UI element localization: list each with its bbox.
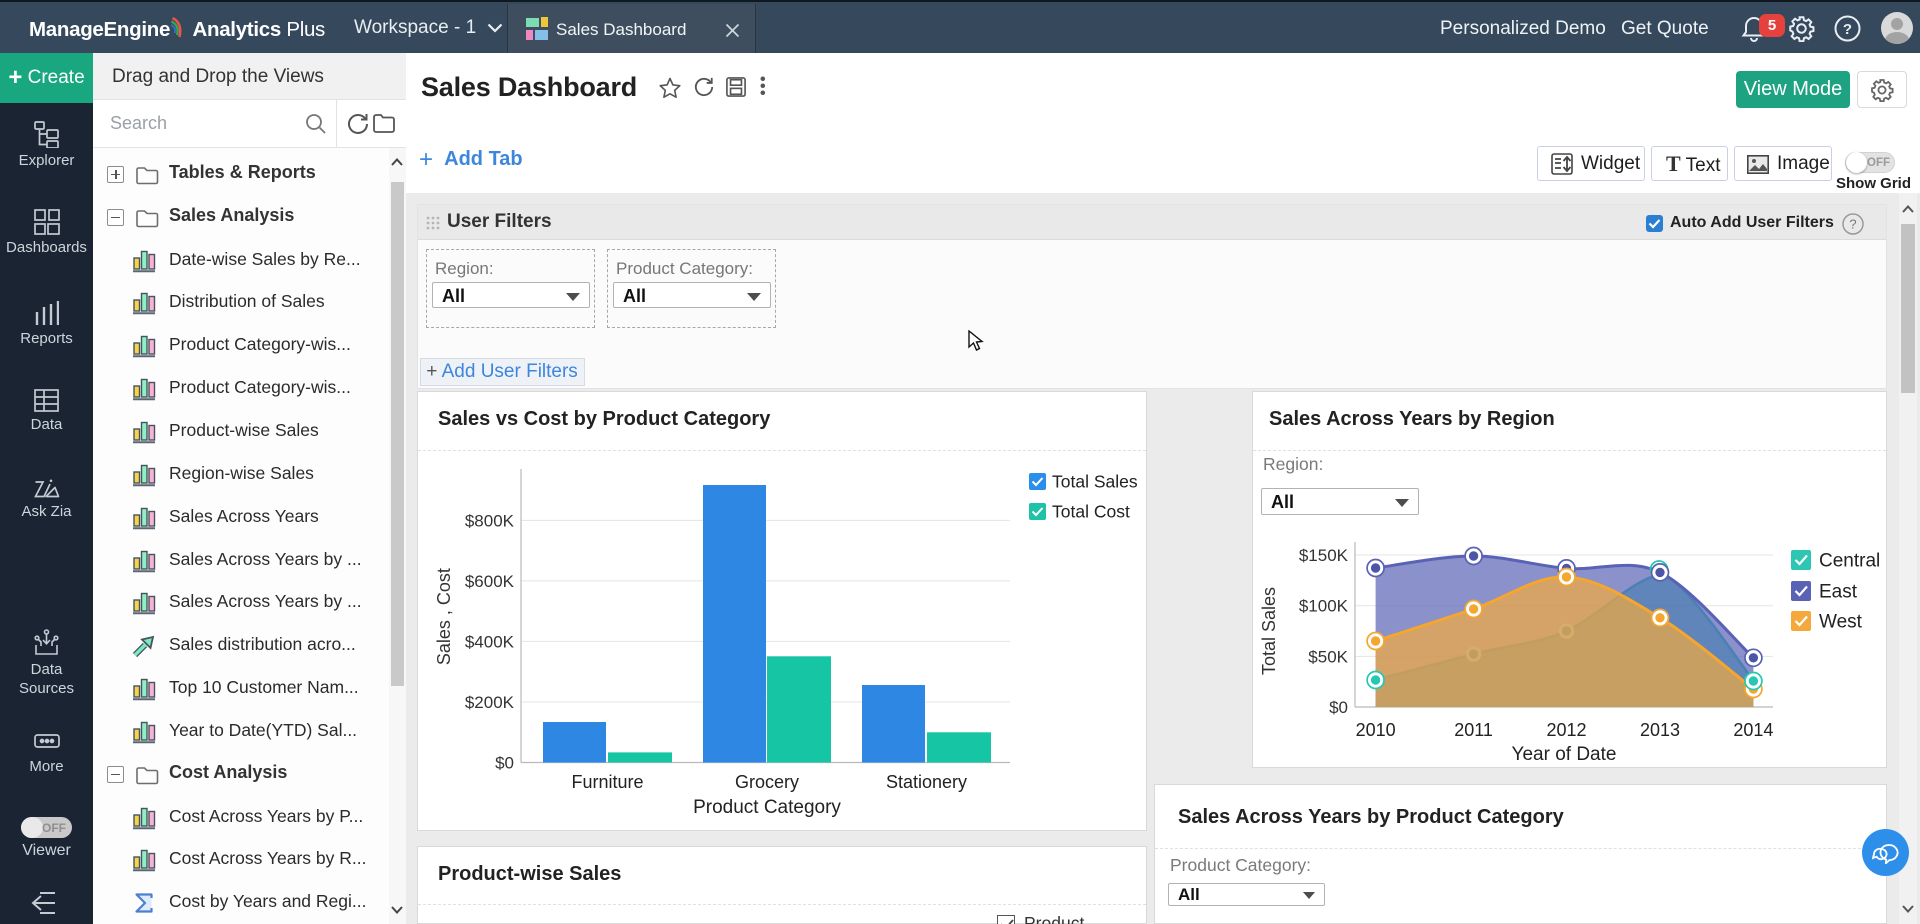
svg-text:West: West [1819, 612, 1863, 633]
svg-text:2014: 2014 [1733, 720, 1773, 740]
svg-text:$600K: $600K [465, 572, 515, 591]
svg-text:$0: $0 [1329, 698, 1348, 717]
svg-text:Central: Central [1819, 551, 1880, 572]
svg-text:$200K: $200K [465, 693, 515, 712]
svg-text:Stationery: Stationery [886, 772, 967, 792]
svg-text:Total Cost: Total Cost [1052, 502, 1130, 522]
svg-text:Furniture: Furniture [571, 772, 643, 792]
svg-text:2012: 2012 [1546, 720, 1586, 740]
svg-text:$50K: $50K [1308, 647, 1348, 666]
svg-text:Product Category: Product Category [693, 797, 841, 818]
svg-text:$800K: $800K [465, 511, 515, 530]
svg-text:?: ? [1843, 21, 1852, 38]
svg-text:Grocery: Grocery [735, 772, 799, 792]
svg-text:$0: $0 [495, 754, 514, 773]
svg-text:Sales , Cost: Sales , Cost [434, 568, 454, 665]
svg-text:East: East [1819, 582, 1858, 603]
svg-text:?: ? [1849, 217, 1856, 232]
svg-text:2011: 2011 [1454, 720, 1493, 740]
svg-text:2010: 2010 [1356, 720, 1396, 740]
svg-text:Total Sales: Total Sales [1259, 587, 1279, 675]
svg-text:$150K: $150K [1299, 546, 1349, 565]
svg-text:Year of Date: Year of Date [1512, 744, 1617, 765]
svg-text:$400K: $400K [465, 632, 515, 651]
svg-text:Total Sales: Total Sales [1052, 472, 1138, 492]
svg-text:2013: 2013 [1640, 720, 1680, 740]
svg-text:$100K: $100K [1299, 597, 1349, 616]
